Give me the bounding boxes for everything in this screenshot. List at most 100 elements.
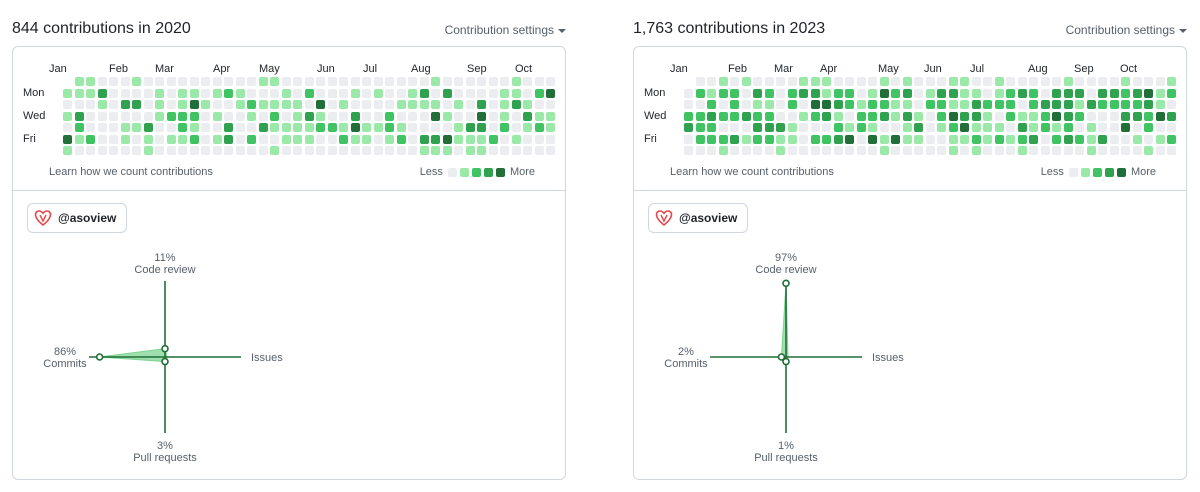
- contribution-day[interactable]: [442, 88, 452, 98]
- contribution-day[interactable]: [1052, 111, 1061, 121]
- contribution-day[interactable]: [350, 88, 360, 98]
- contribution-day[interactable]: [132, 123, 141, 132]
- contribution-day[interactable]: [431, 100, 440, 109]
- contribution-day[interactable]: [902, 100, 912, 109]
- contribution-day[interactable]: [304, 146, 314, 155]
- contribution-day[interactable]: [960, 77, 969, 86]
- contribution-day[interactable]: [523, 123, 532, 132]
- contribution-day[interactable]: [373, 146, 383, 155]
- contribution-day[interactable]: [385, 123, 394, 132]
- contribution-day[interactable]: [488, 146, 498, 155]
- contribution-day[interactable]: [1109, 77, 1119, 86]
- contribution-day[interactable]: [983, 111, 992, 121]
- contribution-day[interactable]: [201, 146, 210, 155]
- contribution-day[interactable]: [511, 123, 521, 132]
- contribution-day[interactable]: [1006, 88, 1015, 98]
- contribution-day[interactable]: [281, 134, 291, 144]
- contribution-day[interactable]: [120, 111, 130, 121]
- contribution-day[interactable]: [189, 77, 199, 86]
- contribution-day[interactable]: [189, 100, 199, 109]
- contribution-day[interactable]: [201, 123, 210, 132]
- contribution-day[interactable]: [1144, 134, 1153, 144]
- contribution-day[interactable]: [293, 134, 302, 144]
- contribution-day[interactable]: [74, 134, 84, 144]
- contribution-day[interactable]: [856, 134, 866, 144]
- contribution-day[interactable]: [419, 123, 429, 132]
- contribution-day[interactable]: [258, 100, 268, 109]
- contribution-day[interactable]: [339, 88, 348, 98]
- contribution-day[interactable]: [488, 123, 498, 132]
- contribution-day[interactable]: [1121, 77, 1130, 86]
- contribution-day[interactable]: [431, 134, 440, 144]
- contribution-day[interactable]: [1006, 146, 1015, 155]
- contribution-day[interactable]: [891, 134, 900, 144]
- contribution-day[interactable]: [178, 88, 187, 98]
- contribution-day[interactable]: [143, 88, 153, 98]
- contribution-day[interactable]: [1086, 88, 1096, 98]
- contribution-day[interactable]: [224, 134, 233, 144]
- contribution-day[interactable]: [293, 88, 302, 98]
- contribution-day[interactable]: [994, 88, 1004, 98]
- contribution-day[interactable]: [408, 111, 417, 121]
- contribution-day[interactable]: [500, 123, 509, 132]
- contribution-day[interactable]: [868, 146, 877, 155]
- contribution-day[interactable]: [166, 77, 176, 86]
- contribution-day[interactable]: [155, 134, 164, 144]
- contribution-day[interactable]: [983, 123, 992, 132]
- contribution-day[interactable]: [477, 77, 486, 86]
- contribution-day[interactable]: [971, 134, 981, 144]
- contribution-day[interactable]: [511, 111, 521, 121]
- contribution-day[interactable]: [293, 111, 302, 121]
- contribution-day[interactable]: [845, 111, 854, 121]
- contribution-day[interactable]: [1029, 134, 1038, 144]
- contribution-day[interactable]: [132, 100, 141, 109]
- contribution-day[interactable]: [373, 134, 383, 144]
- contribution-day[interactable]: [787, 88, 797, 98]
- contribution-day[interactable]: [914, 134, 923, 144]
- contribution-day[interactable]: [684, 100, 693, 109]
- contribution-day[interactable]: [362, 111, 371, 121]
- contribution-day[interactable]: [776, 88, 785, 98]
- contribution-day[interactable]: [1006, 77, 1015, 86]
- contribution-day[interactable]: [1098, 77, 1107, 86]
- contribution-day[interactable]: [741, 100, 751, 109]
- contribution-day[interactable]: [224, 111, 233, 121]
- contribution-day[interactable]: [856, 77, 866, 86]
- contribution-day[interactable]: [396, 134, 406, 144]
- contribution-day[interactable]: [845, 123, 854, 132]
- contribution-day[interactable]: [937, 123, 946, 132]
- contribution-day[interactable]: [189, 146, 199, 155]
- contribution-day[interactable]: [695, 134, 705, 144]
- contribution-day[interactable]: [258, 123, 268, 132]
- learn-contributions-link[interactable]: Learn how we count contributions: [49, 166, 213, 178]
- contribution-day[interactable]: [1109, 111, 1119, 121]
- contribution-day[interactable]: [178, 111, 187, 121]
- contribution-day[interactable]: [534, 111, 544, 121]
- contribution-day[interactable]: [868, 88, 877, 98]
- contribution-day[interactable]: [787, 100, 797, 109]
- contribution-day[interactable]: [833, 88, 843, 98]
- contribution-day[interactable]: [523, 77, 532, 86]
- contribution-day[interactable]: [132, 111, 141, 121]
- contribution-day[interactable]: [419, 77, 429, 86]
- contribution-day[interactable]: [500, 111, 509, 121]
- contribution-day[interactable]: [845, 146, 854, 155]
- contribution-day[interactable]: [1121, 88, 1130, 98]
- contribution-day[interactable]: [764, 123, 774, 132]
- contribution-day[interactable]: [63, 100, 72, 109]
- contribution-day[interactable]: [730, 134, 739, 144]
- contribution-day[interactable]: [143, 77, 153, 86]
- contribution-day[interactable]: [902, 111, 912, 121]
- contribution-day[interactable]: [281, 100, 291, 109]
- contribution-day[interactable]: [281, 88, 291, 98]
- contribution-day[interactable]: [316, 146, 325, 155]
- contribution-day[interactable]: [155, 123, 164, 132]
- contribution-day[interactable]: [166, 146, 176, 155]
- contribution-day[interactable]: [1075, 123, 1084, 132]
- contribution-day[interactable]: [799, 111, 808, 121]
- contribution-day[interactable]: [270, 123, 279, 132]
- contribution-day[interactable]: [684, 111, 693, 121]
- contribution-day[interactable]: [891, 88, 900, 98]
- contribution-day[interactable]: [511, 146, 521, 155]
- contribution-day[interactable]: [546, 111, 555, 121]
